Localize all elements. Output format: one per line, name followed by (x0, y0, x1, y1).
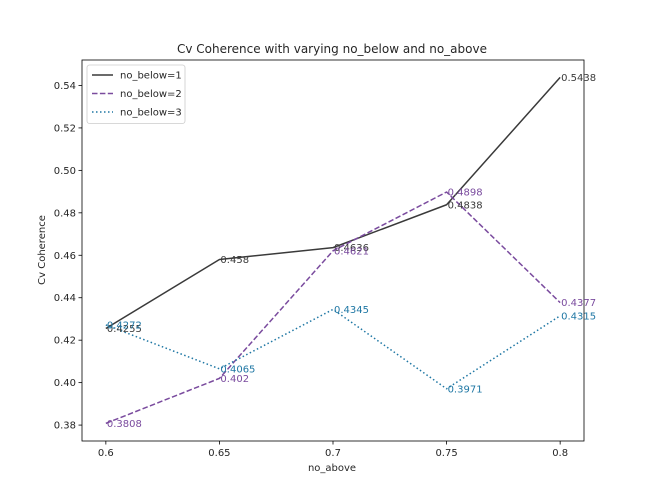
x-tick-label: 0.75 (435, 448, 457, 459)
data-label: 0.4621 (334, 246, 369, 257)
data-label: 0.5438 (561, 73, 596, 84)
y-tick-label: 0.42 (54, 336, 76, 347)
data-label: 0.402 (220, 374, 249, 385)
y-tick-label: 0.38 (54, 421, 76, 432)
data-label: 0.4838 (448, 200, 483, 211)
y-tick-label: 0.40 (54, 378, 76, 389)
y-tick-label: 0.50 (54, 166, 76, 177)
data-label: 0.3971 (448, 384, 483, 395)
y-tick-label: 0.54 (54, 81, 76, 92)
series-line-2 (105, 191, 561, 425)
legend-box (86, 64, 186, 124)
data-label: 0.4345 (334, 305, 369, 316)
data-label: 0.4377 (561, 298, 596, 309)
data-label: 0.4636 (334, 243, 369, 254)
data-label: 0.4255 (107, 324, 142, 335)
data-label: 0.4898 (448, 188, 483, 199)
data-label: 0.4315 (561, 311, 596, 322)
y-tick-label: 0.44 (54, 293, 76, 304)
x-tick-label: 0.6 (98, 448, 114, 459)
legend-label: no_below=1 (120, 71, 182, 82)
x-tick-label: 0.7 (325, 448, 341, 459)
series-line-1 (105, 76, 561, 330)
plot-area: 0.6 0.65 0.7 0.75 0.8 0.38 0.40 0.42 0.44 0.46 0.4… (54, 59, 596, 459)
x-tick-label: 0.65 (208, 448, 230, 459)
data-label: 0.3808 (107, 419, 142, 430)
y-tick-label: 0.46 (54, 251, 76, 262)
y-tick-label: 0.52 (54, 123, 76, 134)
y-axis-label: Cv Coherence (37, 215, 48, 285)
chart-title: Cv Coherence with varying no_below and n… (177, 42, 487, 56)
x-axis-label: no_above (308, 463, 356, 474)
x-tick-label: 0.8 (552, 448, 568, 459)
y-tick-label: 0.48 (54, 208, 76, 219)
legend: no_below=1 no_below=2 no_below=3 (86, 64, 186, 124)
data-label: 0.4272 (107, 320, 142, 331)
data-label: 0.458 (220, 255, 249, 266)
series-line-3 (105, 308, 561, 390)
legend-label: no_below=3 (120, 108, 182, 119)
legend-label: no_below=2 (120, 89, 182, 100)
data-label: 0.4065 (220, 364, 255, 375)
